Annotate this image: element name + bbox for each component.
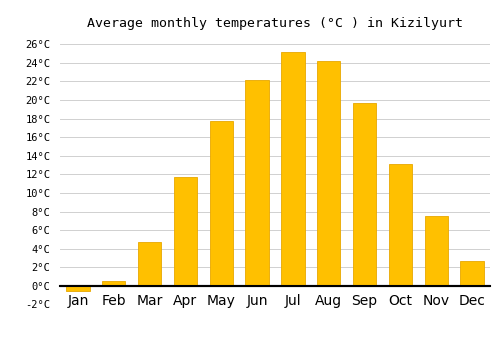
Bar	[282, 52, 304, 286]
Bar	[460, 261, 483, 286]
Bar	[389, 164, 412, 286]
Bar	[138, 242, 161, 286]
Bar	[210, 121, 233, 286]
Bar	[102, 281, 126, 286]
Bar	[66, 286, 90, 290]
Bar	[317, 61, 340, 286]
Bar	[353, 103, 376, 286]
Bar	[424, 216, 448, 286]
Title: Average monthly temperatures (°C ) in Kizilyurt: Average monthly temperatures (°C ) in Ki…	[87, 17, 463, 30]
Bar	[246, 79, 268, 286]
Bar	[174, 177, 197, 286]
